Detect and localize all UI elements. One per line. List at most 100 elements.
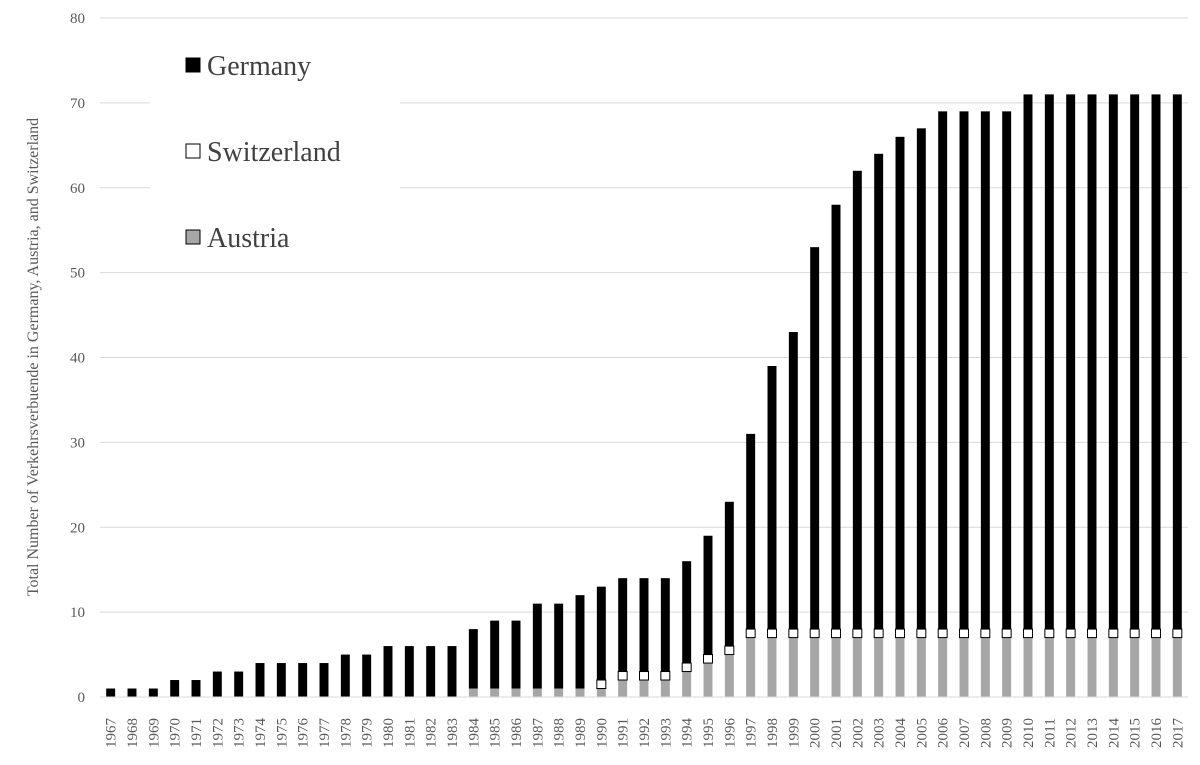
x-tick-label: 1991 — [616, 718, 632, 748]
x-tick-label: 2002 — [850, 718, 866, 748]
bar-segment-switzerland-2013 — [1087, 628, 1097, 639]
bar-segment-germany-1970 — [170, 680, 180, 697]
bar-segment-germany-1985 — [490, 620, 500, 689]
x-tick-label: 1979 — [360, 718, 376, 748]
bar-segment-switzerland-2012 — [1065, 628, 1076, 639]
bar-segment-switzerland-2003 — [873, 628, 884, 639]
bar-segment-germany-2004 — [895, 136, 905, 630]
x-tick-label: 1997 — [744, 718, 760, 749]
x-tick-label: 1973 — [232, 718, 248, 748]
bar-segment-switzerland-1999 — [788, 628, 799, 639]
bar-segment-austria-1991 — [618, 680, 628, 697]
x-tick-label: 1980 — [381, 718, 397, 748]
bar-segment-germany-1973 — [234, 671, 244, 697]
bar-segment-austria-2000 — [810, 637, 820, 697]
legend: Germany Switzerland Austria — [150, 35, 400, 270]
bar-segment-germany-2016 — [1151, 94, 1161, 630]
x-tick-label: 1983 — [445, 718, 461, 748]
bar-segment-germany-1971 — [191, 680, 201, 697]
bar-segment-germany-2010 — [1023, 94, 1033, 630]
legend-label-austria: Austria — [207, 223, 290, 254]
bar-segment-germany-1997 — [746, 433, 756, 630]
x-tick-label: 1976 — [296, 718, 312, 749]
bar-segment-switzerland-1994 — [681, 662, 692, 673]
bar-segment-austria-2005 — [916, 637, 926, 697]
x-tick-label: 1995 — [701, 718, 717, 748]
x-tick-label: 2008 — [978, 718, 994, 748]
bar-segment-germany-2000 — [810, 247, 820, 630]
bar-segment-germany-1974 — [255, 663, 265, 697]
y-tick-label: 80 — [70, 11, 85, 27]
bar-segment-austria-2012 — [1066, 637, 1076, 697]
y-tick-label: 0 — [78, 690, 86, 706]
bar-segment-switzerland-1990 — [596, 679, 607, 690]
y-axis-ticks: 0 10 20 30 40 50 60 70 80 — [70, 11, 85, 706]
bar-segment-switzerland-1995 — [703, 654, 713, 664]
bar-segment-germany-1987 — [532, 603, 542, 689]
bar-segment-switzerland-2016 — [1151, 628, 1161, 639]
bar-segment-austria-1995 — [703, 663, 713, 697]
bar-segment-switzerland-2009 — [1001, 628, 1012, 639]
x-tick-label: 2012 — [1064, 718, 1080, 748]
x-tick-label: 1993 — [658, 718, 674, 748]
x-tick-label: 1971 — [189, 718, 205, 748]
y-tick-label: 10 — [70, 605, 85, 621]
bar-segment-germany-1978 — [340, 654, 350, 697]
bar-segment-germany-2009 — [1002, 111, 1012, 630]
bar-segment-germany-2013 — [1087, 94, 1097, 630]
bar-segment-germany-1975 — [276, 663, 286, 697]
legend-label-switzerland: Switzerland — [207, 137, 341, 168]
bar-segment-austria-1985 — [490, 688, 500, 697]
x-tick-label: 1975 — [274, 718, 290, 748]
x-tick-label: 1985 — [488, 718, 504, 748]
legend-swatch-austria — [185, 229, 201, 245]
x-tick-label: 2013 — [1085, 718, 1101, 748]
bar-segment-austria-1989 — [575, 688, 585, 697]
bar-segment-switzerland-2014 — [1108, 628, 1119, 639]
bar-segment-austria-1996 — [724, 654, 734, 697]
x-tick-label: 1996 — [722, 718, 738, 749]
bar-segment-germany-1968 — [127, 688, 137, 697]
x-tick-label: 1969 — [146, 718, 162, 748]
bar-segment-germany-1969 — [148, 688, 158, 697]
bar-segment-germany-1984 — [468, 629, 478, 689]
x-tick-label: 2009 — [1000, 718, 1016, 748]
bar-segment-austria-2001 — [831, 637, 841, 697]
bar-segment-austria-2016 — [1151, 637, 1161, 697]
bar-segment-germany-2007 — [959, 111, 969, 630]
x-tick-label: 1990 — [594, 718, 610, 748]
bar-segment-austria-2013 — [1087, 637, 1097, 697]
bar-segment-germany-1998 — [767, 365, 777, 630]
bar-segment-austria-1986 — [511, 688, 521, 697]
y-tick-label: 60 — [70, 181, 85, 197]
x-tick-label: 1984 — [466, 718, 482, 749]
x-axis-ticks: 1967 1968 1969 1970 1971 1972 1973 1974 1975 1976… — [104, 718, 1187, 749]
x-tick-label: 1998 — [765, 718, 781, 748]
x-tick-label: 1972 — [210, 718, 226, 748]
bar-segment-germany-1996 — [724, 501, 734, 647]
x-tick-label: 2010 — [1021, 718, 1037, 748]
bar-segment-austria-1993 — [660, 680, 670, 697]
bar-segment-germany-2008 — [980, 111, 990, 630]
x-tick-label: 2004 — [893, 718, 909, 749]
bar-segment-austria-2011 — [1044, 637, 1054, 697]
bar-segment-germany-2006 — [938, 111, 948, 630]
x-tick-label: 2007 — [957, 718, 973, 749]
bar-segment-germany-1976 — [298, 663, 308, 697]
bar-segment-germany-1993 — [660, 578, 670, 672]
bar-segment-switzerland-2017 — [1172, 628, 1183, 639]
bar-segment-germany-1988 — [554, 603, 564, 689]
x-tick-label: 1989 — [573, 718, 589, 748]
bar-segment-austria-1992 — [639, 680, 649, 697]
legend-label-germany: Germany — [207, 51, 311, 82]
y-tick-label: 50 — [70, 266, 85, 282]
bar-segment-germany-1989 — [575, 595, 585, 689]
bar-segment-switzerland-2011 — [1044, 628, 1055, 639]
bar-segment-germany-2011 — [1044, 94, 1054, 630]
x-tick-label: 1967 — [104, 718, 120, 749]
bar-segment-germany-1980 — [383, 646, 393, 697]
x-tick-label: 2006 — [936, 718, 952, 749]
bar-segment-germany-2012 — [1066, 94, 1076, 630]
bar-segment-switzerland-2005 — [916, 628, 927, 639]
bar-segment-germany-1982 — [426, 646, 436, 697]
